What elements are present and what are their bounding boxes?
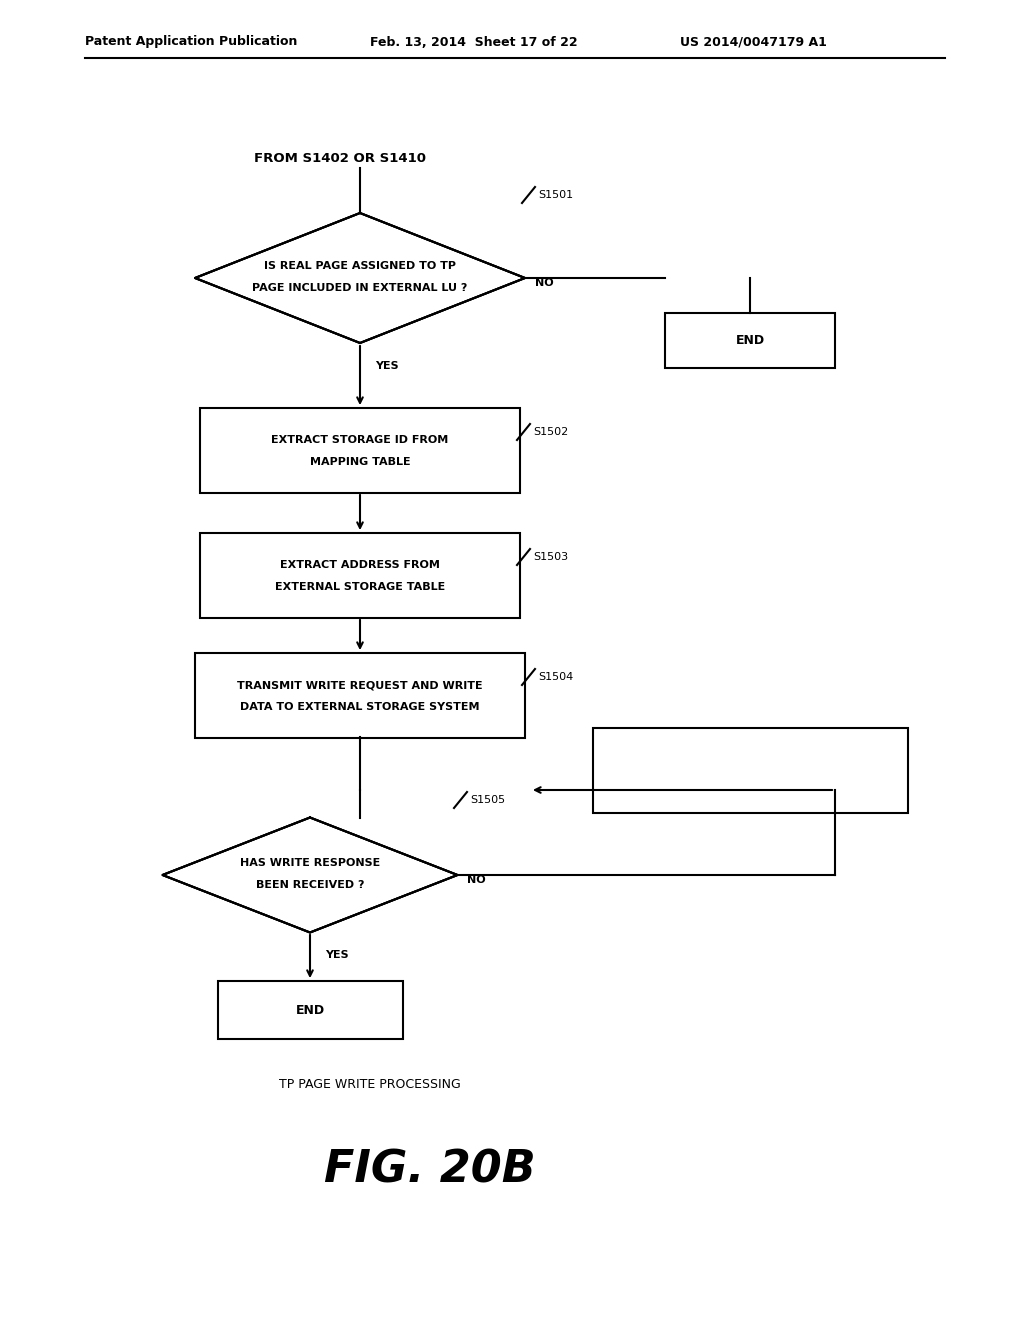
Text: BEEN RECEIVED ?: BEEN RECEIVED ? [256,880,365,890]
Text: S1504: S1504 [538,672,573,682]
Polygon shape [195,213,525,343]
Text: EXTRACT ADDRESS FROM: EXTRACT ADDRESS FROM [280,560,440,570]
Bar [195,652,525,738]
Text: DATA TO EXTERNAL STORAGE SYSTEM: DATA TO EXTERNAL STORAGE SYSTEM [241,702,480,711]
Polygon shape [163,817,458,932]
Text: FIG. 20B: FIG. 20B [325,1148,536,1192]
Text: FROM S1402 OR S1410: FROM S1402 OR S1410 [254,152,426,165]
Text: S1502: S1502 [534,426,568,437]
Text: EXTERNAL STORAGE TABLE: EXTERNAL STORAGE TABLE [274,582,445,591]
Text: Patent Application Publication: Patent Application Publication [85,36,297,49]
Text: YES: YES [325,950,348,960]
Text: IS REAL PAGE ASSIGNED TO TP: IS REAL PAGE ASSIGNED TO TP [264,261,456,271]
Bar [217,981,402,1039]
Text: TP PAGE WRITE PROCESSING: TP PAGE WRITE PROCESSING [280,1078,461,1092]
Bar [200,408,520,492]
Text: S1503: S1503 [534,552,568,562]
Text: S1501: S1501 [538,190,573,201]
Bar [593,727,907,813]
Text: Feb. 13, 2014  Sheet 17 of 22: Feb. 13, 2014 Sheet 17 of 22 [370,36,578,49]
Text: US 2014/0047179 A1: US 2014/0047179 A1 [680,36,826,49]
Text: TRANSMIT WRITE REQUEST AND WRITE: TRANSMIT WRITE REQUEST AND WRITE [238,680,482,690]
Text: EXTRACT STORAGE ID FROM: EXTRACT STORAGE ID FROM [271,436,449,445]
Text: NO: NO [467,875,485,884]
Text: HAS WRITE RESPONSE: HAS WRITE RESPONSE [240,858,380,869]
Text: YES: YES [375,360,398,371]
Text: END: END [735,334,765,346]
Text: MAPPING TABLE: MAPPING TABLE [309,457,411,467]
Text: S1505: S1505 [470,795,505,805]
Text: NO: NO [535,279,554,288]
Text: END: END [296,1003,325,1016]
Bar [665,313,835,367]
Bar [200,532,520,618]
Text: PAGE INCLUDED IN EXTERNAL LU ?: PAGE INCLUDED IN EXTERNAL LU ? [252,282,468,293]
